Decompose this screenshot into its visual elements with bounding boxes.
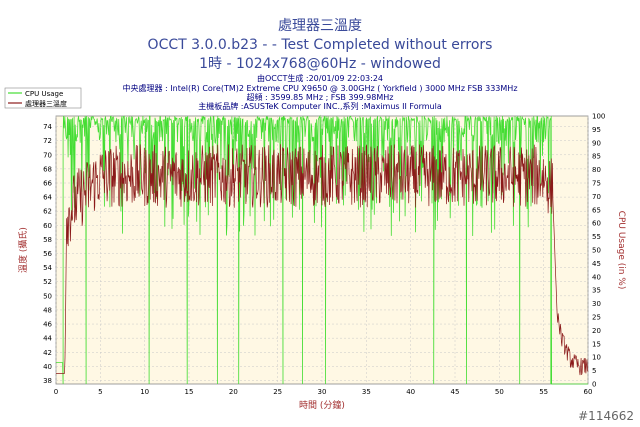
y-right-tick-label: 95 [592, 126, 601, 134]
y-right-tick-label: 40 [592, 273, 601, 281]
chart-title-line1: 處理器三溫度 [278, 18, 362, 34]
info-clock: 超頻 : 3599.85 MHz ; FSB 399.98MHz [247, 92, 394, 102]
y-right-tick-label: 80 [592, 166, 601, 174]
y-left-tick-label: 46 [43, 321, 52, 329]
y-left-tick-label: 60 [43, 222, 52, 230]
info-generated: 由OCCT生成 :20/01/09 22:03:24 [257, 73, 383, 83]
x-axis-label: 時間 (分鐘) [299, 399, 345, 411]
info-cpu: 中央處理器 : Intel(R) Core(TM)2 Extreme CPU X… [122, 83, 517, 93]
y-left-tick-label: 50 [43, 292, 52, 300]
x-tick-label: 0 [54, 388, 58, 396]
legend: CPU Usage 處理器三溫度 [4, 87, 82, 109]
y-right-tick-label: 15 [592, 340, 601, 348]
y-left-tick-label: 66 [43, 180, 52, 188]
y-right-tick-label: 85 [592, 153, 601, 161]
x-tick-label: 15 [185, 388, 194, 396]
y-left-tick-label: 38 [43, 377, 52, 385]
x-tick-label: 45 [451, 388, 460, 396]
y-right-tick-label: 0 [592, 381, 596, 389]
x-tick-label: 40 [406, 388, 415, 396]
y-left-tick-label: 44 [43, 335, 52, 343]
legend-cpu-usage: CPU Usage [25, 90, 63, 98]
y-right-tick-label: 10 [592, 354, 601, 362]
y-left-tick-label: 74 [43, 123, 52, 131]
y-right-tick-label: 55 [592, 233, 601, 241]
y-right-tick-label: 25 [592, 314, 601, 322]
legend-temperature: 處理器三溫度 [25, 99, 67, 108]
y-right-tick-label: 90 [592, 139, 601, 147]
x-tick-label: 60 [584, 388, 593, 396]
y-left-tick-label: 58 [43, 236, 52, 244]
y-right-axis-label: CPU Usage (in %) [616, 211, 626, 290]
series-temperature [56, 144, 589, 376]
x-tick-label: 25 [273, 388, 282, 396]
x-tick-label: 35 [362, 388, 371, 396]
y-left-tick-label: 56 [43, 250, 52, 258]
y-right-tick-label: 100 [592, 113, 605, 121]
y-left-tick-label: 54 [43, 264, 52, 272]
y-left-axis-label: 溫度 (攝氏) [17, 227, 29, 273]
x-ticks: 0 5 10 15 20 25 30 35 40 45 50 55 60 [54, 388, 593, 396]
y-right-tick-label: 30 [592, 300, 601, 308]
y-right-tick-label: 35 [592, 287, 601, 295]
y-left-tick-label: 40 [43, 363, 52, 371]
y-right-tick-label: 5 [592, 367, 596, 375]
x-tick-label: 10 [140, 388, 149, 396]
series-cpu-usage [56, 114, 588, 385]
info-board: 主機板品牌 :ASUSTeK Computer INC.,系列 :Maximus… [198, 101, 442, 111]
cpu-usage-line [56, 114, 588, 385]
y-left-ticks: 38 40 42 44 46 48 50 52 54 56 58 60 62 64 66 68 70 72 74 [43, 123, 52, 385]
x-tick-label: 30 [318, 388, 327, 396]
y-right-ticks: 0 5 10 15 20 25 30 35 40 45 50 55 60 65 70 75 80 85 90 95 10… [592, 113, 605, 389]
y-left-tick-label: 70 [43, 151, 52, 159]
temperature-line [56, 144, 589, 376]
chart-title-line2: OCCT 3.0.0.b23 - - Test Completed withou… [148, 37, 493, 53]
y-left-tick-label: 68 [43, 165, 52, 173]
y-left-tick-label: 48 [43, 306, 52, 314]
y-right-tick-label: 60 [592, 220, 601, 228]
y-right-tick-label: 70 [592, 193, 601, 201]
y-left-tick-label: 72 [43, 137, 52, 145]
y-right-tick-label: 20 [592, 327, 601, 335]
chart-title-line3: 1時 - 1024x768@60Hz - windowed [199, 56, 441, 72]
x-tick-label: 5 [98, 388, 102, 396]
y-left-tick-label: 64 [43, 194, 52, 202]
x-tick-label: 55 [539, 388, 548, 396]
y-right-tick-label: 50 [592, 247, 601, 255]
y-right-tick-label: 75 [592, 180, 601, 188]
x-tick-label: 50 [495, 388, 504, 396]
watermark: #114662 [578, 409, 634, 423]
x-tick-label: 20 [229, 388, 238, 396]
y-right-tick-label: 45 [592, 260, 601, 268]
y-left-tick-label: 62 [43, 208, 52, 216]
y-left-tick-label: 42 [43, 349, 52, 357]
y-left-tick-label: 52 [43, 278, 52, 286]
y-right-tick-label: 65 [592, 206, 601, 214]
